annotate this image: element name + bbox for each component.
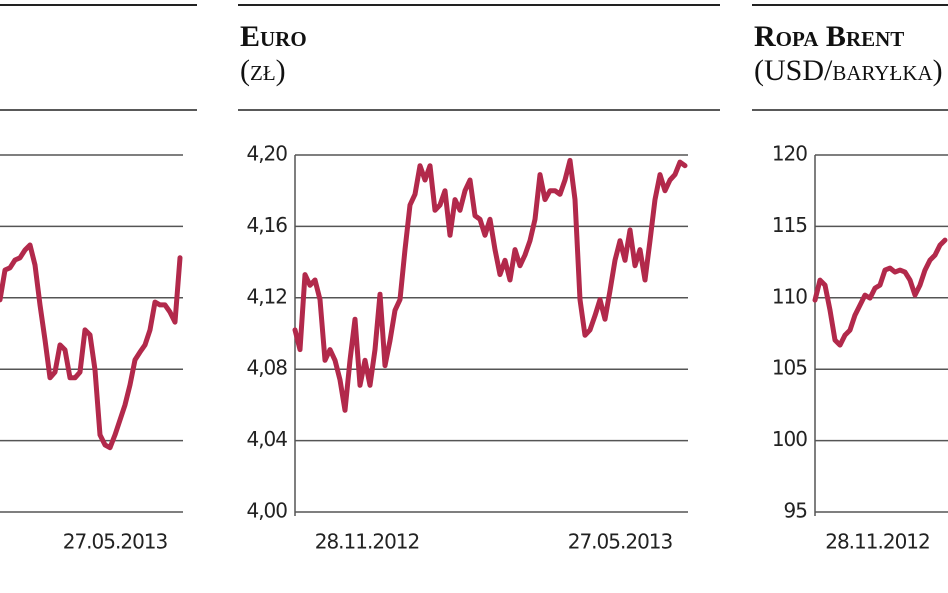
y-tick-label: 120 <box>772 142 807 166</box>
y-tick-label: 4,20 <box>246 142 287 166</box>
panel-title: Euro <box>240 20 307 53</box>
price-line <box>812 237 948 348</box>
panel-title: Ropa Brent <box>754 20 904 53</box>
y-tick-label: 4,04 <box>246 427 287 451</box>
panel-subtitle: (zł) <box>240 54 286 87</box>
y-tick-label: 105 <box>772 356 807 380</box>
price-line <box>0 242 183 451</box>
y-tick-label: 4,00 <box>246 499 287 523</box>
y-tick-label: 4,08 <box>246 356 287 380</box>
panel-subtitle: (USD/baryłka) <box>754 54 943 87</box>
y-tick-label: 100 <box>772 427 807 451</box>
x-tick-label: 28.11.2012 <box>825 530 930 554</box>
x-tick-label: 27.05.2013 <box>63 530 168 554</box>
y-tick-label: 4,12 <box>246 284 287 308</box>
y-tick-label: 115 <box>772 213 807 237</box>
y-tick-label: 4,16 <box>246 213 287 237</box>
x-tick-label: 27.05.2013 <box>568 530 673 554</box>
y-tick-label: 95 <box>784 499 807 523</box>
y-tick-label: 110 <box>772 284 807 308</box>
x-tick-label: 28.11.2012 <box>315 530 420 554</box>
price-line <box>292 157 688 413</box>
